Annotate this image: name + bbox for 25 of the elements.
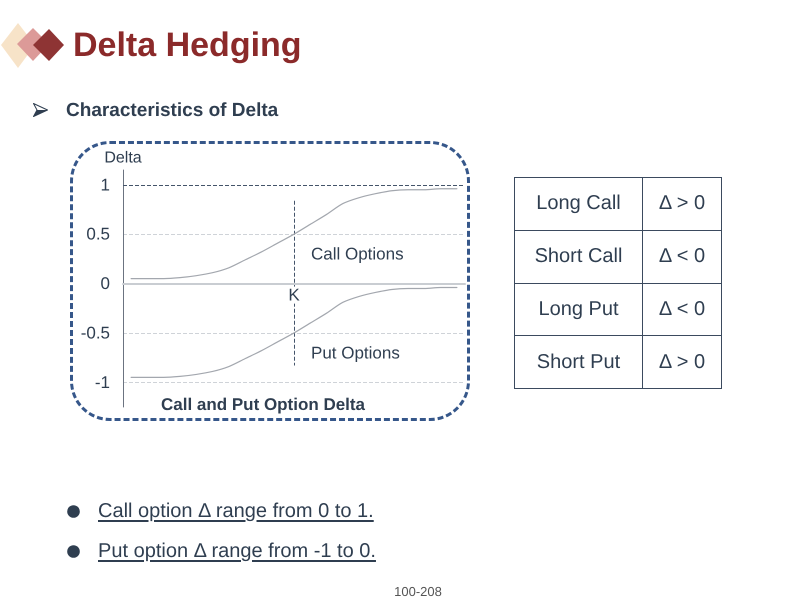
- text: Call and Put Option Delta: [161, 395, 366, 414]
- text: Δ < 0: [642, 230, 722, 283]
- text: Δ > 0: [642, 178, 722, 230]
- text: 100-208: [393, 584, 443, 600]
- line-series: [130, 286, 458, 378]
- text: Put option Δ range from -1 to 0.: [98, 539, 376, 564]
- text: Δ < 0: [642, 283, 722, 336]
- text: Short Put: [514, 336, 642, 388]
- series-label: Put Options: [311, 343, 400, 362]
- text: Characteristics of Delta: [66, 99, 278, 123]
- y-tick-label: -0.5: [80, 323, 110, 342]
- line-series: [130, 188, 458, 280]
- y-tick-label: 0.5: [86, 224, 110, 244]
- y-tick-label: 1: [100, 175, 110, 194]
- text: Δ > 0: [642, 336, 722, 388]
- text: Delta Hedging: [73, 25, 302, 65]
- text: Short Call: [514, 230, 642, 283]
- y-axis-title: Delta: [104, 150, 142, 166]
- y-tick-label: 0: [100, 274, 110, 294]
- series-label: Call Options: [311, 244, 404, 264]
- text: Call option Δ range from 0 to 1.: [98, 499, 374, 524]
- x-tick-label: K: [288, 286, 300, 305]
- text: Long Put: [514, 283, 642, 336]
- text: Long Call: [514, 178, 642, 230]
- y-tick-label: -1: [94, 372, 110, 392]
